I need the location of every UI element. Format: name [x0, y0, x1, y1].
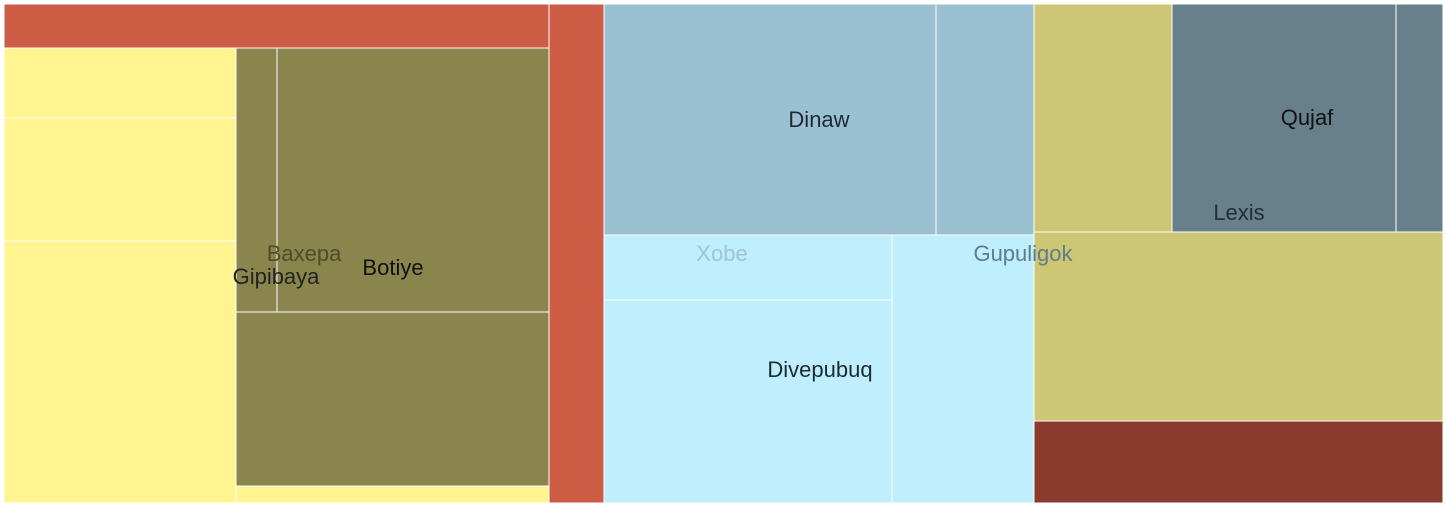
treemap-cell-2-2 [1395, 3, 1444, 233]
treemap-label-2-3: Lexis [1213, 200, 1264, 225]
treemap-cell-2-0 [1033, 3, 1173, 233]
treemap-label-1-3: Divepubuq [767, 357, 872, 382]
treemap-label-0-1: Gipibaya [233, 264, 321, 289]
treemap-cell-0-2-2 [235, 311, 550, 487]
treemap-cell-0-2-1 [276, 47, 550, 313]
treemap-cell-0-1-1 [3, 117, 237, 242]
treemap-cell-0-4 [548, 3, 605, 504]
treemap-cells [3, 3, 1444, 504]
treemap-cell-0-3 [235, 485, 550, 504]
treemap-label-1: Xobe [696, 241, 747, 266]
treemap-cell-1-4 [891, 234, 1035, 504]
treemap-label-1-0: Dinaw [788, 107, 849, 132]
treemap-cell-1-2 [603, 234, 893, 301]
treemap-cell-1-3 [603, 299, 893, 504]
treemap-cell-0-1-0 [3, 47, 237, 119]
treemap-cell-0-1-2 [3, 240, 237, 504]
treemap-label-0-2: Botiye [362, 255, 423, 280]
treemap-cell-2-3 [1033, 231, 1444, 422]
treemap-cell-1-1 [935, 3, 1035, 236]
treemap-label-0: Baxepa [267, 241, 342, 266]
treemap-label-2-1: Qujaf [1281, 105, 1334, 130]
treemap-cell-1-0 [603, 3, 937, 236]
treemap-cell-2-1 [1171, 3, 1397, 233]
treemap-label-2: Gupuligok [973, 241, 1073, 266]
treemap-cell-0-0 [3, 3, 550, 49]
treemap-cell-2-4 [1033, 420, 1444, 504]
